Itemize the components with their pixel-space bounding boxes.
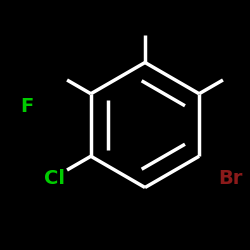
Text: F: F [20, 97, 33, 116]
Text: Cl: Cl [44, 169, 65, 188]
Text: Br: Br [219, 169, 243, 188]
